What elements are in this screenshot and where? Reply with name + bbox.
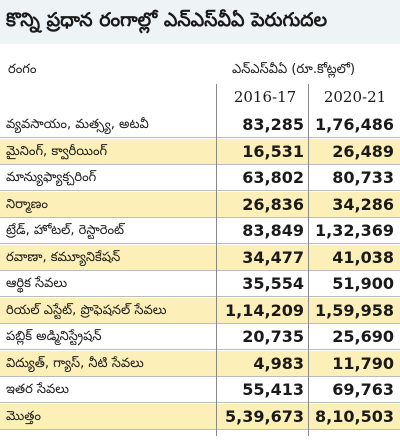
value-cell: 5,39,673: [225, 406, 304, 426]
table-row: వ్యవసాయం, మత్స్య, అటవీ 83,285 1,76,486: [0, 112, 400, 138]
value-cell: 11,790: [332, 353, 394, 373]
value-cell: 25,690: [332, 327, 394, 346]
table-row: మాన్యుఫ్యాక్చరింగ్ 63,802 80,733: [0, 165, 400, 191]
value-cell: 69,763: [332, 380, 394, 399]
year-header: 2016-17: [233, 88, 297, 106]
value-cell: 80,733: [332, 168, 394, 187]
table-row: నిర్మాణం 26,836 34,286: [0, 191, 400, 218]
sector-cell: విద్యుత్, గ్యాస్, నీటి సేవలు: [6, 355, 144, 371]
value-cell: 20,735: [242, 327, 304, 346]
table-row: ఆర్థిక సేవలు 35,554 51,900: [0, 271, 400, 297]
value-cell: 26,489: [332, 141, 394, 161]
column-divider: [216, 84, 217, 436]
table-row: పబ్లిక్ అడ్మినిస్ట్రేషన్ 20,735 25,690: [0, 324, 400, 350]
year-header: 2020-21: [323, 88, 387, 106]
value-cell: 51,900: [332, 274, 394, 293]
sector-cell: రియల్ ఎస్టేట్, ప్రొఫెషనల్ సేవలు: [6, 302, 167, 318]
value-cell: 55,413: [242, 380, 304, 399]
unit-header: ఎన్‌ఎస్‌వీఏ (రూ.కోట్లలో): [232, 62, 356, 77]
sector-cell: వ్యవసాయం, మత్స్య, అటవీ: [6, 117, 149, 132]
title: కొన్ని ప్రధాన రంగాల్లో ఎన్‌ఎస్‌వీఏ పెరుగ…: [0, 0, 400, 44]
sector-header: రంగం: [8, 62, 37, 77]
table-row: మైనింగ్, క్వారీయింగ్ 16,531 26,489: [0, 138, 400, 165]
value-cell: 1,14,209: [225, 300, 304, 320]
value-cell: 26,836: [242, 194, 304, 214]
sector-cell: మాన్యుఫ్యాక్చరింగ్: [6, 170, 97, 185]
sector-cell: ఇతర సేవలు: [6, 382, 69, 397]
column-divider: [308, 84, 309, 436]
value-cell: 4,983: [253, 353, 304, 373]
value-cell: 41,038: [332, 247, 394, 267]
value-cell: 83,285: [242, 115, 304, 134]
table-row: మొత్తం 5,39,673 8,10,503: [0, 403, 400, 430]
value-cell: 83,849: [242, 221, 304, 240]
sector-cell: ఆర్థిక సేవలు: [6, 276, 68, 291]
table-row: ఇతర సేవలు 55,413 69,763: [0, 377, 400, 403]
value-cell: 1,59,958: [315, 300, 394, 320]
table-row: రియల్ ఎస్టేట్, ప్రొఫెషనల్ సేవలు 1,14,209 1…: [0, 297, 400, 324]
value-cell: 8,10,503: [315, 406, 394, 426]
table-row: ట్రేడ్, హోటల్, రెస్టారెంట్ 83,849 1,32,369: [0, 218, 400, 244]
table-row: రవాణా, కమ్యూనికేషన్ 34,477 41,038: [0, 244, 400, 271]
value-cell: 63,802: [242, 168, 304, 187]
value-cell: 34,477: [242, 247, 304, 267]
sector-cell: మొత్తం: [6, 408, 41, 424]
value-cell: 1,76,486: [315, 115, 394, 134]
sector-cell: మైనింగ్, క్వారీయింగ్: [6, 143, 108, 159]
value-cell: 1,32,369: [315, 221, 394, 240]
sector-cell: పబ్లిక్ అడ్మినిస్ట్రేషన్: [6, 329, 102, 344]
value-cell: 34,286: [332, 194, 394, 214]
sector-cell: రవాణా, కమ్యూనికేషన్: [6, 249, 121, 265]
table-row: విద్యుత్, గ్యాస్, నీటి సేవలు 4,983 11,790: [0, 350, 400, 377]
value-cell: 35,554: [242, 274, 304, 293]
value-cell: 16,531: [242, 141, 304, 161]
sector-cell: ట్రేడ్, హోటల్, రెస్టారెంట్: [6, 223, 125, 238]
sector-cell: నిర్మాణం: [6, 196, 48, 212]
